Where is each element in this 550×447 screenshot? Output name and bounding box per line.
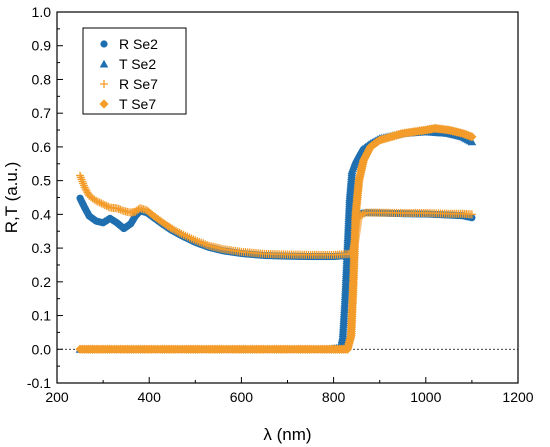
data-point — [193, 237, 202, 246]
x-tick-label: 1200 — [502, 389, 533, 405]
data-point — [104, 202, 113, 211]
data-point — [467, 210, 476, 219]
x-axis-label: λ (nm) — [263, 425, 311, 444]
data-point — [195, 237, 204, 246]
data-point — [201, 240, 210, 249]
y-tick-label: 0.9 — [32, 38, 52, 54]
y-tick-label: 0.1 — [32, 308, 52, 324]
x-tick-label: 400 — [138, 389, 162, 405]
data-point — [179, 230, 188, 239]
y-axis-label: R,T (a.u.) — [2, 162, 21, 233]
x-tick-label: 1000 — [410, 389, 441, 405]
data-point — [197, 238, 206, 247]
data-point — [177, 229, 186, 238]
data-point — [114, 204, 123, 213]
legend-marker — [100, 40, 108, 48]
data-point — [79, 181, 88, 190]
data-point — [203, 240, 212, 249]
tick-layer: 200 400 600 800 1000 1200 -0.1 0.0 0.1 0.2 0.3 0.4 0… — [27, 4, 534, 405]
y-tick-label: 0.4 — [32, 206, 52, 222]
legend-marker — [99, 59, 109, 68]
data-point — [467, 132, 477, 142]
data-point — [181, 231, 190, 240]
y-tick-label: 0.6 — [32, 139, 52, 155]
series-r-se7 — [76, 171, 476, 259]
data-point — [118, 206, 127, 215]
legend-box — [82, 27, 187, 115]
data-point — [82, 186, 91, 195]
legend-marker — [100, 80, 108, 88]
legend: R Se2 T Se2 R Se7 T Se7 — [82, 27, 187, 115]
data-point — [76, 173, 85, 182]
data-point — [79, 179, 88, 188]
data-point — [467, 137, 477, 146]
legend-label: T Se7 — [119, 96, 156, 112]
data-point — [116, 205, 125, 214]
legend-label: R Se2 — [119, 36, 158, 52]
data-point — [92, 196, 101, 205]
y-tick-label: 0.5 — [32, 173, 52, 189]
data-point — [100, 201, 109, 210]
y-tick-label: 0.7 — [32, 105, 52, 121]
data-point — [80, 183, 89, 192]
x-tick-label: 200 — [45, 389, 69, 405]
data-point — [187, 234, 196, 243]
data-point — [83, 188, 92, 197]
data-point — [93, 197, 102, 206]
y-tick-label: 0.0 — [32, 341, 52, 357]
data-point — [185, 233, 194, 242]
data-point — [97, 199, 106, 208]
x-tick-label: 800 — [322, 389, 346, 405]
y-tick-label: 0.3 — [32, 240, 52, 256]
data-point — [78, 177, 87, 186]
legend-label: R Se7 — [119, 76, 158, 92]
data-point — [81, 185, 90, 194]
data-point — [360, 209, 369, 218]
data-point — [76, 171, 85, 180]
data-point — [175, 228, 184, 237]
y-tick-label: 0.2 — [32, 274, 52, 290]
y-tick-label: 1.0 — [32, 4, 52, 20]
data-point — [77, 175, 86, 184]
data-point — [99, 200, 108, 209]
y-tick-label: 0.8 — [32, 71, 52, 87]
data-point — [191, 236, 200, 245]
legend-marker — [99, 99, 109, 109]
legend-label: T Se2 — [119, 56, 156, 72]
series-layer — [75, 123, 477, 354]
data-point — [112, 204, 121, 213]
data-point — [95, 198, 104, 207]
y-tick-label: -0.1 — [27, 375, 51, 391]
data-point — [199, 239, 208, 248]
data-point — [183, 232, 192, 241]
x-tick-label: 600 — [230, 389, 254, 405]
data-point — [189, 235, 198, 244]
series-t-se7 — [75, 123, 477, 354]
data-point — [102, 201, 111, 210]
